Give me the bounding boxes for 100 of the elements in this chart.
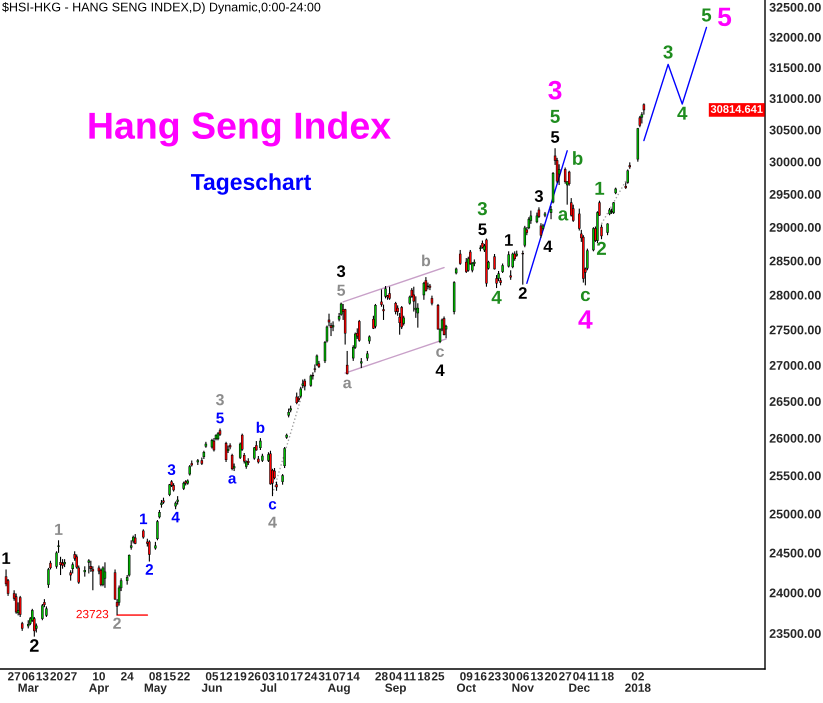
candlestick [422, 281, 426, 300]
x-tick-label: 20 [50, 672, 63, 680]
annotation: 2 [113, 618, 121, 629]
candlestick [501, 262, 504, 274]
candlestick [374, 303, 377, 329]
x-tick-label: 13 [531, 672, 544, 680]
candlestick [156, 519, 159, 541]
annotation: 3 [663, 45, 673, 59]
annotation: a [228, 475, 236, 484]
candlestick [59, 556, 62, 576]
candlestick [230, 453, 234, 471]
annotation: 4 [172, 512, 180, 522]
candlestick [104, 562, 106, 588]
x-tick-label: 26 [248, 672, 260, 680]
x-tick-label: 24 [304, 672, 318, 680]
annotation: 5 [216, 412, 224, 424]
candlestick [522, 250, 524, 286]
annotation: 1 [595, 182, 604, 195]
y-tick-label: 32500.00 [769, 2, 821, 12]
annotation: 2 [146, 564, 154, 575]
annotation: a [558, 210, 568, 221]
x-tick-label: 27 [559, 672, 572, 680]
text: Hang Seng Index [89, 111, 391, 147]
y-tick-label: 30000.00 [769, 158, 821, 166]
candlestick [540, 222, 542, 238]
candlestick [88, 558, 90, 574]
candlestick [628, 162, 631, 170]
x-tick-label: 16 [474, 672, 487, 680]
annotation: 3 [534, 190, 543, 202]
candlestick [310, 374, 312, 388]
annotation: $HSI-HKG - HANG SENG INDEX,D) Dynamic,0:00-24:00 [2, 2, 320, 14]
annotation: 30814.641 [710, 105, 763, 113]
candlestick [509, 270, 512, 280]
annotation: 5 [550, 110, 560, 123]
annotation: 2 [30, 639, 39, 652]
candlestick [84, 566, 86, 578]
candlestick [295, 392, 298, 405]
annotation: 4 [436, 364, 445, 376]
annotation: b [573, 151, 582, 165]
annotation: 4 [677, 106, 688, 120]
annotation: c [268, 501, 276, 510]
x-tick-label: 25 [432, 672, 444, 680]
candlestick [281, 474, 284, 486]
annotation: 3 [478, 202, 487, 216]
candlestick [495, 274, 498, 289]
annotation: c [580, 290, 590, 302]
y-tick-label: 31500.00 [769, 63, 821, 72]
x-tick-label: 20 [544, 672, 558, 680]
candlestick [224, 441, 228, 463]
x-tick-label: 18 [418, 672, 430, 680]
x-tick-label: 27 [64, 672, 77, 680]
candlestick [148, 540, 151, 562]
candlestick [458, 249, 462, 266]
y-tick-label: 24000.00 [770, 588, 821, 598]
candlestick [188, 464, 191, 476]
y-tick-label: 28500.00 [770, 256, 821, 266]
annotation: 5 [550, 131, 560, 143]
annotation: 5 [718, 8, 732, 26]
x-tick-label: 10 [276, 672, 289, 680]
annotation: 1 [505, 234, 513, 246]
candlestick [14, 592, 18, 614]
candlestick [638, 115, 642, 128]
annotation: 1 [55, 524, 63, 535]
annotation: 1 [2, 552, 10, 564]
candlestick [20, 621, 24, 632]
candlestick [507, 250, 510, 268]
candlestick [41, 603, 44, 621]
candlestick [283, 446, 286, 469]
x-tick-label: 09 Oct [456, 672, 476, 692]
candlestick [394, 301, 397, 315]
y-tick-label: 32000.00 [769, 32, 821, 42]
annotation: 3 [548, 80, 562, 100]
y-tick-label: 31000.00 [769, 94, 821, 104]
candlestick [134, 533, 136, 545]
annotation: 5 [337, 284, 346, 296]
annotation: a [343, 380, 352, 388]
x-tick-label: 18 [602, 672, 614, 680]
x-tick-label: 03 Jul [260, 672, 276, 692]
candlestick [304, 378, 306, 391]
candlestick [511, 252, 514, 269]
candlestick [384, 285, 387, 299]
x-tick-label: 23 [488, 672, 501, 680]
x-tick-label: 14 [347, 672, 360, 680]
candlestick [606, 222, 609, 236]
x-tick-label: 24 [121, 672, 134, 680]
data-label: 23723 [76, 610, 108, 618]
annotation: c [436, 348, 444, 357]
y-tick-label: 29000.00 [770, 222, 821, 232]
candlestick [275, 481, 278, 492]
candlestick [212, 438, 216, 452]
annotation: 3 [168, 464, 176, 476]
y-tick-label: 25000.00 [770, 510, 821, 518]
y-tick-label: 27500.00 [770, 326, 821, 334]
candlestick [27, 620, 30, 629]
annotation: 2 [518, 287, 527, 299]
y-tick-label: 23500.00 [770, 629, 821, 638]
candlestick [550, 205, 552, 220]
annotation: 4 [544, 240, 552, 252]
y-tick-label: 24500.00 [770, 548, 821, 558]
candlestick [168, 483, 171, 497]
